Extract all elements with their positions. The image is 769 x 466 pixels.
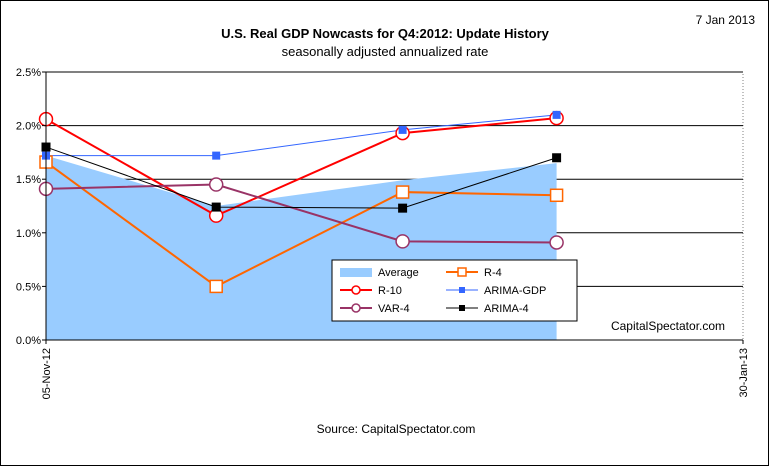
- y-tick-label: 1.5%: [16, 174, 41, 186]
- series-line-arima-4: [45, 146, 557, 209]
- data-point-r-4: [395, 185, 410, 199]
- data-point-arima-4: [552, 153, 562, 163]
- legend-swatch: [340, 268, 372, 277]
- chart-title: U.S. Real GDP Nowcasts for Q4:2012: Upda…: [221, 26, 550, 41]
- data-point-arima-gdp: [552, 110, 561, 119]
- data-point-arima-gdp: [212, 151, 221, 160]
- series-line-var-4: [45, 183, 557, 244]
- data-point-var-4: [549, 235, 564, 250]
- x-tick-labels: 05-Nov-12 30-Jan-13: [41, 348, 750, 399]
- data-point-r-4: [209, 279, 223, 294]
- legend-item-var-4: VAR-4: [340, 303, 410, 315]
- y-tick-label: 0.5%: [16, 281, 41, 293]
- legend-item-r-4: R-4: [446, 267, 502, 279]
- legend-label: ARIMA-4: [484, 303, 529, 315]
- y-tick-label: 1.0%: [16, 228, 41, 240]
- series-line-arima-gdp: [46, 114, 557, 157]
- legend-marker: [457, 267, 467, 277]
- legend-marker: [351, 303, 361, 313]
- legend-label: R-4: [484, 267, 502, 279]
- y-tick-label: 2.5%: [16, 67, 41, 79]
- chart-subtitle: seasonally adjusted annualized rate: [282, 44, 489, 59]
- y-tick-label: 2.0%: [16, 121, 41, 133]
- legend-label: VAR-4: [378, 303, 410, 315]
- legend-label: Average: [378, 267, 419, 279]
- data-point-var-4: [208, 177, 224, 192]
- data-point-arima-4: [398, 203, 408, 213]
- legend-label: ARIMA-GDP: [484, 285, 546, 297]
- legend-item-r-10: R-10: [340, 285, 402, 297]
- series-line-r-4: [45, 161, 557, 288]
- legend-item-arima-gdp: ARIMA-GDP: [446, 285, 546, 297]
- data-point-arima-4: [211, 202, 221, 212]
- legend-label: R-10: [378, 285, 402, 297]
- data-point-r-4: [549, 188, 564, 203]
- series-lines: [45, 114, 557, 288]
- axes: [42, 71, 744, 344]
- series-markers: [38, 110, 564, 294]
- source-note: Source: CapitalSpectator.com: [317, 422, 476, 436]
- legend-marker: [459, 287, 465, 293]
- legend: Average R-4 R-10 ARIMA-GDP VAR-4 ARIMA-4: [331, 259, 578, 322]
- x-tick-label: 30-Jan-13: [738, 348, 750, 398]
- y-tick-labels: 0.0% 0.5% 1.0% 1.5% 2.0% 2.5%: [16, 67, 41, 347]
- series-line-r-10: [45, 117, 557, 217]
- data-point-var-4: [395, 234, 410, 249]
- legend-marker: [351, 285, 361, 295]
- legend-item-arima-4: ARIMA-4: [446, 303, 529, 315]
- x-tick-label: 05-Nov-12: [41, 348, 53, 399]
- y-tick-label: 0.0%: [16, 335, 41, 347]
- watermark-text: CapitalSpectator.com: [611, 319, 725, 333]
- data-point-arima-gdp: [398, 125, 407, 134]
- date-stamp: 7 Jan 2013: [696, 13, 756, 27]
- legend-item-average: Average: [340, 267, 419, 279]
- legend-marker: [459, 305, 465, 311]
